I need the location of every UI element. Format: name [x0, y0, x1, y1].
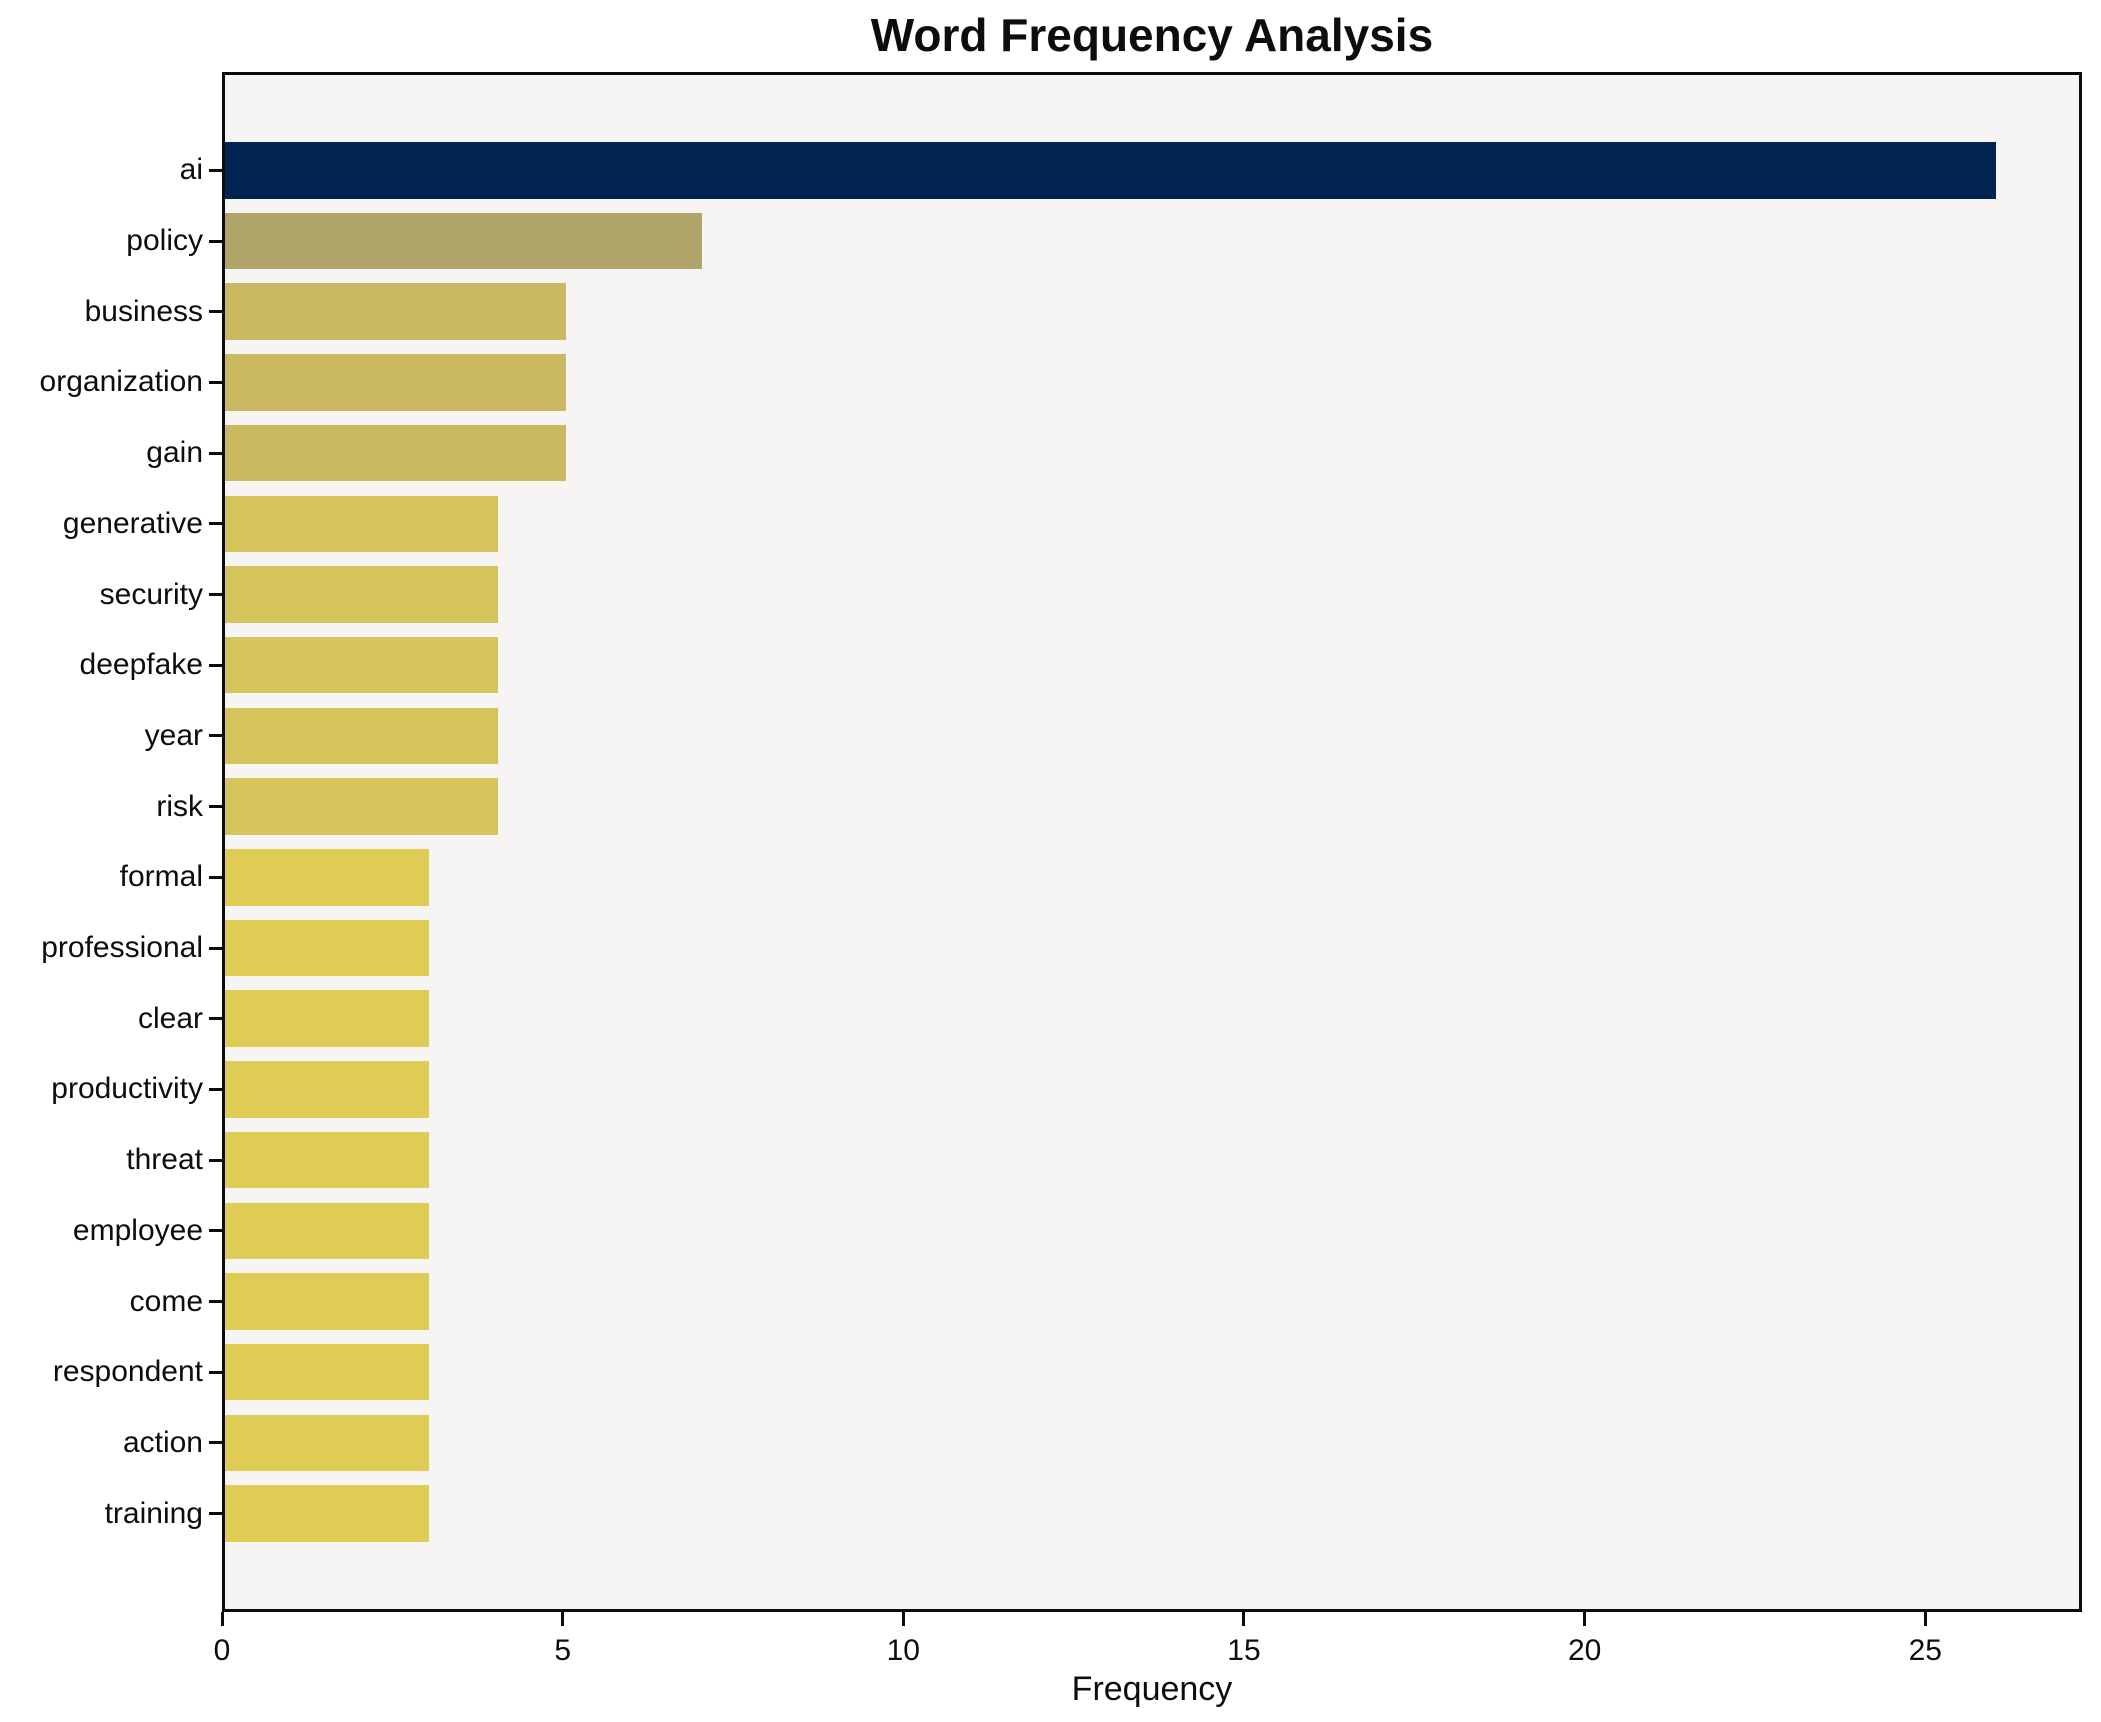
y-tick-label-year: year	[144, 718, 203, 752]
y-tick-label-professional: professional	[41, 931, 203, 964]
bar-policy	[225, 212, 702, 270]
y-tick-label-training: training	[104, 1496, 203, 1530]
x-tick-mark	[220, 1612, 224, 1626]
y-tick-mark	[209, 805, 222, 809]
y-tick-mark	[209, 1158, 222, 1162]
bar-formal	[225, 849, 430, 906]
y-tick-mark	[209, 1370, 222, 1374]
y-tick-mark	[209, 1229, 222, 1233]
bar-threat	[225, 1131, 430, 1189]
y-tick-mark	[209, 875, 222, 879]
bar-respondent	[225, 1343, 430, 1401]
y-tick-mark	[209, 663, 222, 667]
y-tick-mark	[209, 1441, 222, 1445]
bar-year	[225, 707, 498, 765]
x-axis-label: Frequency	[1071, 1670, 1233, 1708]
chart-title: Word Frequency Analysis	[870, 9, 1434, 61]
bar-security	[225, 566, 498, 623]
x-tick-label-5: 5	[554, 1634, 571, 1667]
bar-employee	[225, 1202, 430, 1260]
y-tick-mark	[209, 1512, 222, 1516]
y-tick-mark	[209, 522, 222, 526]
x-tick-mark	[1923, 1612, 1927, 1626]
bar-training	[225, 1485, 430, 1542]
x-tick-mark	[561, 1612, 565, 1626]
x-tick-mark	[901, 1612, 905, 1626]
bar-come	[225, 1273, 430, 1330]
bar-professional	[225, 919, 430, 977]
bar-business	[225, 283, 566, 340]
y-tick-label-deepfake: deepfake	[79, 648, 203, 682]
y-tick-mark	[209, 239, 222, 243]
y-tick-label-security: security	[99, 577, 203, 611]
y-tick-label-gain: gain	[146, 436, 203, 470]
y-tick-label-organization: organization	[39, 365, 203, 399]
x-tick-label-10: 10	[886, 1634, 920, 1667]
y-tick-label-formal: formal	[119, 860, 203, 894]
x-tick-label-20: 20	[1567, 1634, 1602, 1667]
y-tick-label-employee: employee	[72, 1213, 203, 1247]
y-tick-mark	[209, 1017, 222, 1021]
y-tick-mark	[209, 310, 222, 314]
y-tick-mark	[209, 734, 222, 738]
y-tick-label-threat: threat	[126, 1143, 203, 1177]
y-tick-mark	[209, 168, 222, 172]
y-tick-label-clear: clear	[137, 1001, 203, 1035]
bar-organization	[225, 354, 566, 411]
y-tick-mark	[209, 380, 222, 384]
y-tick-mark	[209, 1087, 222, 1091]
x-tick-label-0: 0	[213, 1634, 231, 1667]
bar-ai	[225, 142, 1997, 199]
x-tick-mark	[1583, 1612, 1587, 1626]
y-tick-mark	[209, 946, 222, 950]
y-tick-label-generative: generative	[62, 506, 203, 540]
bar-action	[225, 1414, 430, 1472]
y-tick-mark	[209, 451, 222, 455]
bar-gain	[225, 424, 566, 482]
bar-productivity	[225, 1061, 430, 1118]
y-tick-mark	[209, 1300, 222, 1303]
y-tick-mark	[209, 593, 222, 596]
y-tick-label-productivity: productivity	[51, 1072, 203, 1106]
bar-clear	[225, 990, 430, 1047]
y-tick-label-ai: ai	[179, 153, 203, 187]
y-tick-label-policy: policy	[126, 224, 203, 257]
bar-deepfake	[225, 636, 498, 694]
y-tick-label-action: action	[122, 1425, 203, 1459]
y-tick-label-business: business	[84, 294, 203, 328]
y-tick-label-come: come	[129, 1284, 203, 1318]
x-tick-label-25: 25	[1908, 1634, 1942, 1667]
y-tick-label-risk: risk	[156, 789, 203, 823]
y-tick-label-respondent: respondent	[52, 1355, 203, 1389]
x-tick-mark	[1242, 1612, 1246, 1626]
plot-area	[222, 72, 2082, 1612]
bar-generative	[225, 495, 498, 553]
bar-risk	[225, 778, 498, 835]
x-tick-label-15: 15	[1227, 1634, 1261, 1667]
